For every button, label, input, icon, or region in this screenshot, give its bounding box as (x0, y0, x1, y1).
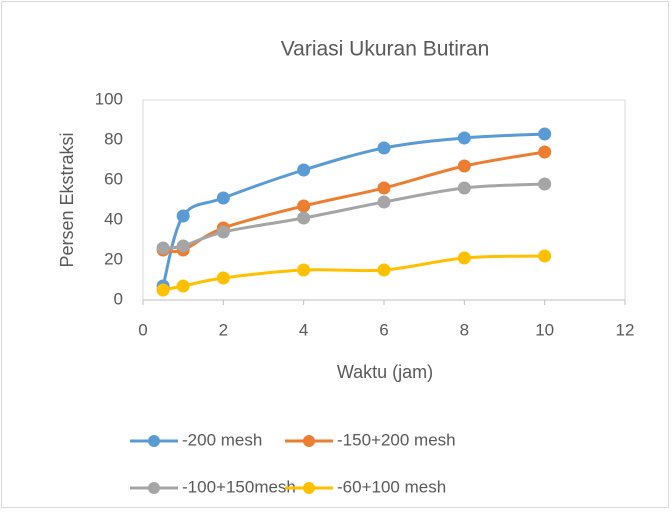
data-point (538, 249, 552, 263)
data-point (216, 271, 230, 285)
data-point (216, 225, 230, 239)
y-tick-label: 20 (104, 249, 123, 268)
legend-label: -150+200 mesh (337, 430, 456, 449)
y-tick-label: 60 (104, 169, 123, 188)
data-point (377, 195, 391, 209)
data-point (297, 199, 311, 213)
legend-label: -200 mesh (182, 430, 262, 449)
data-point (216, 191, 230, 205)
data-point (457, 131, 471, 145)
data-point (156, 241, 170, 255)
y-tick-label: 80 (104, 129, 123, 148)
legend-marker (303, 435, 315, 447)
data-point (457, 159, 471, 173)
legend-marker (303, 482, 315, 494)
data-point (538, 177, 552, 191)
data-point (377, 181, 391, 195)
data-point (297, 163, 311, 177)
data-point (176, 239, 190, 253)
data-point (297, 263, 311, 277)
x-tick-label: 2 (219, 320, 228, 339)
data-point (176, 209, 190, 223)
data-point (377, 263, 391, 277)
legend-marker (148, 435, 160, 447)
data-point (457, 181, 471, 195)
data-point (457, 251, 471, 265)
x-tick-label: 10 (535, 320, 554, 339)
y-tick-label: 0 (114, 289, 123, 308)
legend-label: -60+100 mesh (337, 477, 446, 496)
data-point (377, 141, 391, 155)
y-tick-label: 100 (95, 89, 123, 108)
y-axis-title: Persen Ekstraksi (57, 132, 77, 267)
data-point (538, 127, 552, 141)
legend-marker (148, 482, 160, 494)
x-tick-label: 4 (299, 320, 308, 339)
data-point (176, 279, 190, 293)
legend-label: -100+150mesh (182, 477, 296, 496)
chart-title: Variasi Ukuran Butiran (281, 38, 490, 61)
x-tick-label: 8 (460, 320, 469, 339)
x-tick-label: 6 (379, 320, 388, 339)
y-tick-label: 40 (104, 209, 123, 228)
data-point (156, 283, 170, 297)
x-tick-label: 12 (616, 320, 635, 339)
data-point (297, 211, 311, 225)
x-tick-label: 0 (138, 320, 147, 339)
data-point (538, 145, 552, 159)
x-axis-title: Waktu (jam) (337, 362, 433, 382)
